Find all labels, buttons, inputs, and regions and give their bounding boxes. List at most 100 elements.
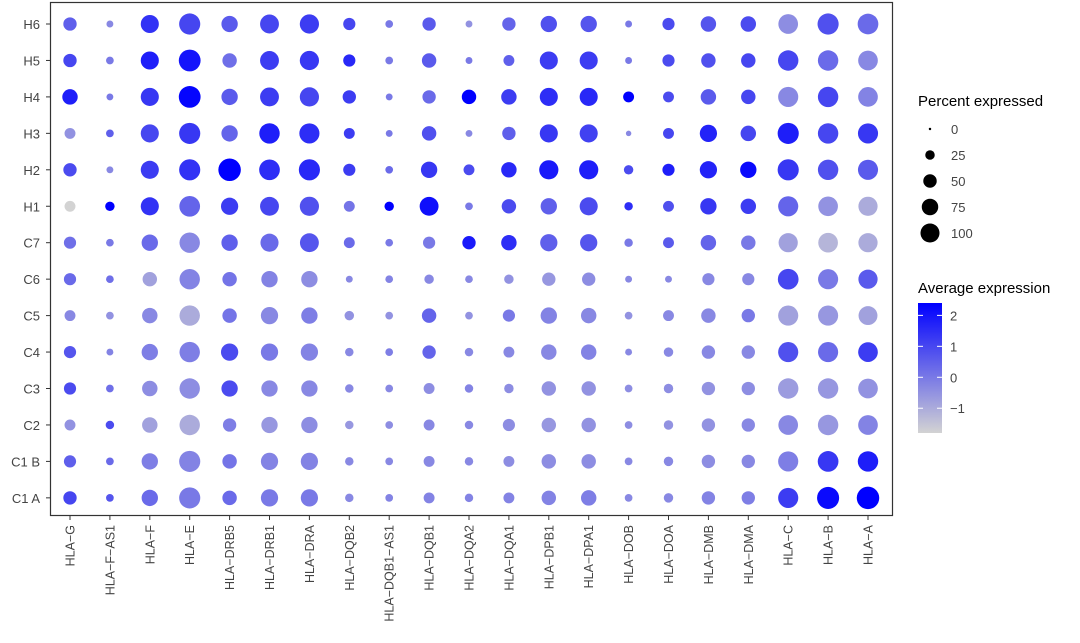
size-legend-label: 75 [951, 200, 965, 215]
dot-h5-hla-dpa1 [579, 51, 598, 70]
dot-c2-hla-f-as1 [105, 420, 115, 430]
dot-c4-hla-dqb2 [345, 347, 354, 357]
dot-h1-hla-dqb2 [343, 200, 355, 212]
dot-c1-b-hla-e [179, 450, 201, 472]
dot-h6-hla-dmb [700, 16, 717, 32]
dot-c3-hla-f-as1 [106, 384, 114, 393]
dot-h2-hla-dmb [699, 161, 718, 179]
dot-h6-hla-dqb1-as1 [385, 20, 394, 28]
dot-c7-hla-drb1 [260, 233, 279, 252]
dot-h2-hla-drb5 [218, 158, 241, 182]
dot-c2-hla-dqb1 [423, 419, 435, 431]
size-legend-label: 100 [951, 226, 973, 241]
dot-c5-hla-dra [301, 307, 318, 324]
dot-h1-hla-f-as1 [105, 201, 115, 212]
dot-c5-hla-dma [741, 308, 755, 323]
x-tick-label: HLA−DRB5 [223, 525, 237, 590]
dot-c5-hla-dqa2 [465, 311, 473, 320]
dot-h3-hla-dmb [699, 124, 718, 143]
dot-c7-hla-doa [663, 237, 674, 249]
dot-c2-hla-dqb2 [345, 420, 354, 430]
y-axis: H6 H5 H4 H3 H2 H1 C7 C6 C5 C4 C3 C2 C1 B C1 A [11, 17, 51, 506]
dot-h6-hla-doa [662, 17, 675, 31]
dot-h2-hla-dqa2 [463, 164, 475, 176]
dot-c7-hla-g [63, 236, 77, 249]
dot-c1-b-hla-g [63, 455, 77, 468]
color-legend-label: −1 [950, 401, 965, 416]
dot-c3-hla-dqb1 [423, 383, 435, 394]
dot-c1-a-hla-dqa1 [503, 492, 515, 504]
dot-c1-a-hla-f [141, 489, 158, 507]
dot-h3-hla-g [64, 127, 76, 139]
x-tick-label: HLA−DQB2 [343, 525, 357, 591]
dot-h5-hla-doa [662, 54, 675, 67]
dot-c4-hla-doa [663, 347, 674, 357]
dot-c1-b-hla-dqb1-as1 [385, 457, 394, 466]
dot-h5-hla-f-as1 [106, 56, 114, 65]
dot-c3-hla-dob [624, 384, 633, 393]
dot-h2-hla-doa [662, 163, 675, 176]
dot-c5-hla-a [858, 306, 878, 326]
dot-c6-hla-dma [742, 273, 755, 286]
dot-h3-hla-dra [299, 123, 320, 144]
dot-h2-hla-c [777, 159, 799, 181]
dot-h3-hla-drb5 [221, 125, 238, 142]
dot-h4-hla-drb1 [260, 87, 279, 107]
dot-c3-hla-f [142, 380, 158, 397]
dot-h4-hla-b [817, 86, 839, 108]
dot-c2-hla-e [179, 414, 200, 436]
dot-c6-hla-a [858, 269, 878, 289]
dot-c1-a-hla-dmb [701, 491, 716, 505]
dot-h6-hla-g [63, 17, 77, 31]
dot-h5-hla-dqa1 [503, 55, 515, 66]
y-tick-label: H6 [23, 17, 40, 32]
dot-h5-hla-dra [299, 50, 320, 71]
dot-h5-hla-dpb1 [539, 51, 558, 70]
dot-c2-hla-c [778, 415, 799, 435]
dot-h6-hla-c [778, 14, 799, 34]
dot-h4-hla-e [178, 85, 201, 108]
dot-h3-hla-dqb1 [421, 126, 437, 141]
dot-h1-hla-dqb1 [419, 196, 439, 216]
dot-c1-a-hla-dob [624, 494, 633, 502]
dot-c4-hla-c [778, 342, 799, 363]
dot-c5-hla-e [179, 305, 200, 326]
dot-c1-a-hla-drb5 [222, 490, 237, 506]
dot-c1-b-hla-drb1 [260, 452, 279, 471]
dot-h1-hla-dob [624, 202, 633, 211]
color-legend-label: 2 [950, 308, 957, 323]
dot-c4-hla-e [179, 341, 200, 363]
dot-c1-b-hla-drb5 [222, 454, 237, 469]
dot-c3-hla-dpa1 [581, 381, 596, 396]
dot-c6-hla-f [142, 271, 158, 287]
dot-c7-hla-dma [741, 235, 756, 250]
dot-c3-hla-drb5 [221, 380, 238, 397]
x-tick-label: HLA−DQA2 [463, 525, 477, 591]
dot-h1-hla-b [818, 196, 838, 217]
dot-c6-hla-dqa1 [504, 274, 514, 284]
dot-h3-hla-f-as1 [106, 129, 114, 138]
dot-c3-hla-dqb1-as1 [385, 384, 394, 393]
dot-h5-hla-dqa2 [465, 57, 473, 64]
dot-h2-hla-g [63, 163, 77, 177]
dot-h2-hla-dpb1 [539, 160, 559, 180]
dot-c5-hla-dqb1 [421, 308, 437, 323]
dot-c7-hla-dqa1 [501, 234, 517, 251]
dot-h1-hla-e [179, 195, 201, 217]
dot-h6-hla-dpb1 [540, 15, 557, 33]
dot-c3-hla-doa [663, 383, 674, 394]
dot-h3-hla-dma [740, 125, 757, 142]
x-tick-label: HLA−DRB1 [263, 525, 277, 590]
size-legend-label: 50 [951, 174, 965, 189]
dot-c6-hla-dpa1 [582, 272, 596, 286]
dot-h4-hla-dpa1 [579, 87, 598, 106]
dot-h2-hla-drb1 [259, 159, 280, 181]
dot-h3-hla-e [179, 122, 201, 144]
dot-h6-hla-dqb1 [422, 17, 436, 31]
dot-h4-hla-drb5 [221, 88, 238, 106]
dot-h2-hla-e [179, 159, 201, 181]
dot-c7-hla-dmb [700, 234, 717, 251]
dot-c1-a-hla-dqb1 [423, 492, 435, 504]
dot-c2-hla-doa [663, 420, 674, 430]
